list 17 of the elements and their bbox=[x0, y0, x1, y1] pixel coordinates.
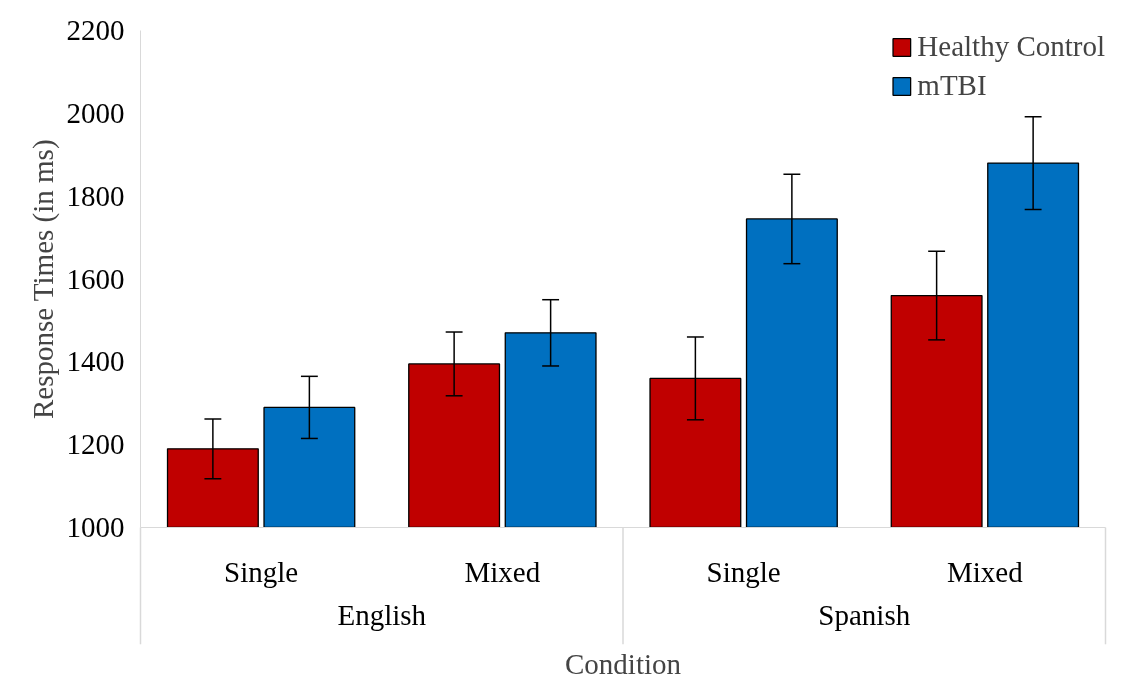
y-tick-label: 1400 bbox=[66, 345, 125, 378]
y-axis-title: Response Times (in ms) bbox=[26, 139, 60, 420]
text: English bbox=[337, 598, 427, 631]
y-tick-label: 1000 bbox=[66, 511, 125, 543]
legend-label: Healthy Control bbox=[917, 30, 1105, 63]
legend-label: mTBI bbox=[917, 69, 987, 102]
x-tick-label: Single bbox=[706, 555, 781, 588]
y-tick-label: 1600 bbox=[66, 262, 125, 295]
y-tick-label: 1200 bbox=[66, 428, 125, 461]
y-tick-label: 2200 bbox=[66, 14, 125, 46]
x-tick-label: Mixed bbox=[464, 555, 541, 588]
y-tick-label: 2000 bbox=[66, 96, 125, 129]
x-tick-label: Single bbox=[224, 555, 299, 588]
x-axis-title: Condition bbox=[564, 647, 682, 680]
x-tick-label: Mixed bbox=[947, 555, 1024, 588]
y-tick-label: 1800 bbox=[66, 179, 125, 212]
text: Spanish bbox=[818, 598, 911, 631]
